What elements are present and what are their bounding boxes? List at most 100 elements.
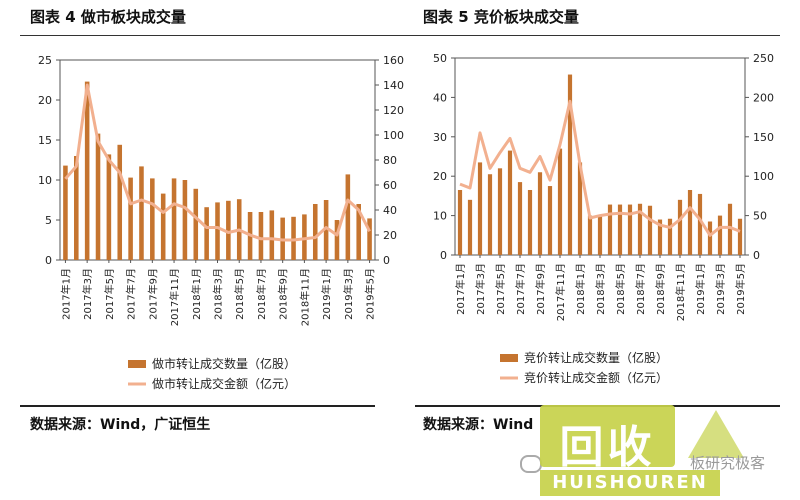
left-bar (345, 174, 351, 260)
right-bar (617, 204, 623, 255)
left-bar (106, 154, 112, 260)
right-yleft-tick-label: 0 (440, 249, 447, 262)
right-legend-bar-swatch (500, 354, 518, 362)
right-bar (687, 189, 693, 255)
left-bar (302, 214, 307, 260)
left-x-tick-label: 2018年11月 (298, 268, 311, 326)
left-line-series (64, 83, 371, 242)
right-legend-line-label: 竞价转让成交金额（亿元） (524, 370, 668, 385)
left-x-tick-label: 2017年7月 (125, 268, 138, 320)
left-bar (84, 81, 90, 260)
right-bar (707, 221, 713, 255)
left-bar (117, 144, 123, 260)
right-x-tick-label: 2019年1月 (694, 263, 707, 315)
right-bar (607, 204, 613, 255)
left-x-tick-label: 2018年5月 (233, 268, 246, 320)
right-yleft-tick-label: 20 (433, 170, 447, 183)
right-bar (727, 203, 733, 255)
left-bar (258, 212, 264, 260)
right-bar (487, 174, 493, 255)
left-yleft-tick-label: 5 (45, 214, 52, 227)
right-yright-tick-label: 150 (753, 131, 774, 144)
left-bar (367, 218, 372, 260)
right-bar (627, 204, 633, 255)
right-bar (717, 215, 723, 255)
left-yright-tick-label: 60 (383, 179, 397, 192)
left-legend-bar-label: 做市转让成交数量（亿股） (152, 356, 296, 371)
watermark-logo: 回收 (540, 405, 675, 473)
left-yright-tick-label: 160 (383, 54, 404, 67)
right-x-tick-label: 2017年3月 (474, 263, 487, 315)
right-bar (527, 189, 533, 255)
left-bar (63, 165, 68, 260)
left-x-tick-label: 2017年5月 (103, 268, 116, 320)
right-x-tick-label: 2017年5月 (494, 263, 507, 315)
left-x-tick-label: 2019年5月 (364, 268, 377, 320)
right-bar (537, 172, 543, 255)
left-legend-line-label: 做市转让成交金额（亿元） (152, 376, 296, 391)
watermark-caption: 板研究极客 (690, 454, 766, 472)
right-bar (637, 203, 643, 255)
left-yright-tick-label: 140 (383, 79, 404, 92)
right-x-tick-label: 2017年9月 (534, 263, 547, 315)
right-bar (507, 150, 513, 255)
watermark-brand: HUISHOUREN (540, 470, 720, 496)
left-bar (171, 178, 177, 260)
right-bar (697, 193, 703, 255)
right-bar (467, 199, 473, 255)
right-x-tick-label: 2018年5月 (614, 263, 627, 315)
right-bar (457, 189, 463, 255)
left-x-tick-label: 2017年3月 (81, 268, 94, 320)
right-x-tick-label: 2018年1月 (574, 263, 587, 315)
left-footer-rule (20, 405, 375, 407)
left-x-tick-label: 2018年9月 (277, 268, 290, 320)
left-yleft-tick-label: 0 (45, 254, 52, 267)
right-x-tick-label: 2019年3月 (714, 263, 727, 315)
right-x-tick-label: 2018年11月 (674, 263, 687, 321)
left-yright-tick-label: 40 (383, 204, 397, 217)
left-bar (160, 193, 166, 260)
right-x-tick-label: 2018年3月 (594, 263, 607, 315)
left-bar (291, 216, 296, 260)
right-bar (677, 199, 683, 255)
right-bar (557, 148, 563, 255)
left-chart-title: 图表 4 做市板块成交量 (30, 8, 186, 26)
left-yright-tick-label: 100 (383, 129, 404, 142)
left-bar (139, 166, 144, 260)
left-bar (323, 200, 329, 260)
right-x-tick-label: 2018年7月 (634, 263, 647, 315)
right-bar (477, 162, 483, 255)
right-yright-tick-label: 50 (753, 210, 767, 223)
left-x-tick-label: 2019年3月 (342, 268, 355, 320)
left-bar (226, 200, 231, 260)
left-bar (356, 204, 361, 260)
right-yright-tick-label: 100 (753, 170, 774, 183)
left-yright-tick-label: 20 (383, 229, 397, 242)
right-bar (547, 186, 553, 255)
right-yright-tick-label: 200 (753, 91, 774, 104)
watermark-triangle-icon (688, 410, 744, 458)
left-bar (193, 188, 199, 260)
left-x-tick-label: 2017年11月 (168, 268, 181, 326)
left-bar (74, 156, 79, 260)
left-x-tick-label: 2018年3月 (212, 268, 225, 320)
right-x-tick-label: 2017年11月 (554, 263, 567, 321)
right-bar (587, 215, 593, 255)
left-bar (334, 220, 340, 260)
right-yleft-tick-label: 50 (433, 52, 447, 65)
right-yleft-tick-label: 40 (433, 91, 447, 104)
left-yright-tick-label: 120 (383, 104, 404, 117)
right-x-tick-label: 2017年7月 (514, 263, 527, 315)
left-source-note: 数据来源：Wind，广证恒生 (30, 417, 211, 433)
watermark-logo-text: 回收 (559, 422, 656, 473)
left-x-tick-label: 2018年7月 (255, 268, 268, 320)
left-bar (95, 133, 101, 260)
right-bar (497, 168, 503, 255)
left-yright-tick-label: 0 (383, 254, 390, 267)
right-x-tick-label: 2019年5月 (734, 263, 747, 315)
left-bar (204, 207, 209, 260)
left-bar (312, 204, 318, 260)
right-bar (517, 182, 523, 255)
left-bar (269, 210, 275, 260)
